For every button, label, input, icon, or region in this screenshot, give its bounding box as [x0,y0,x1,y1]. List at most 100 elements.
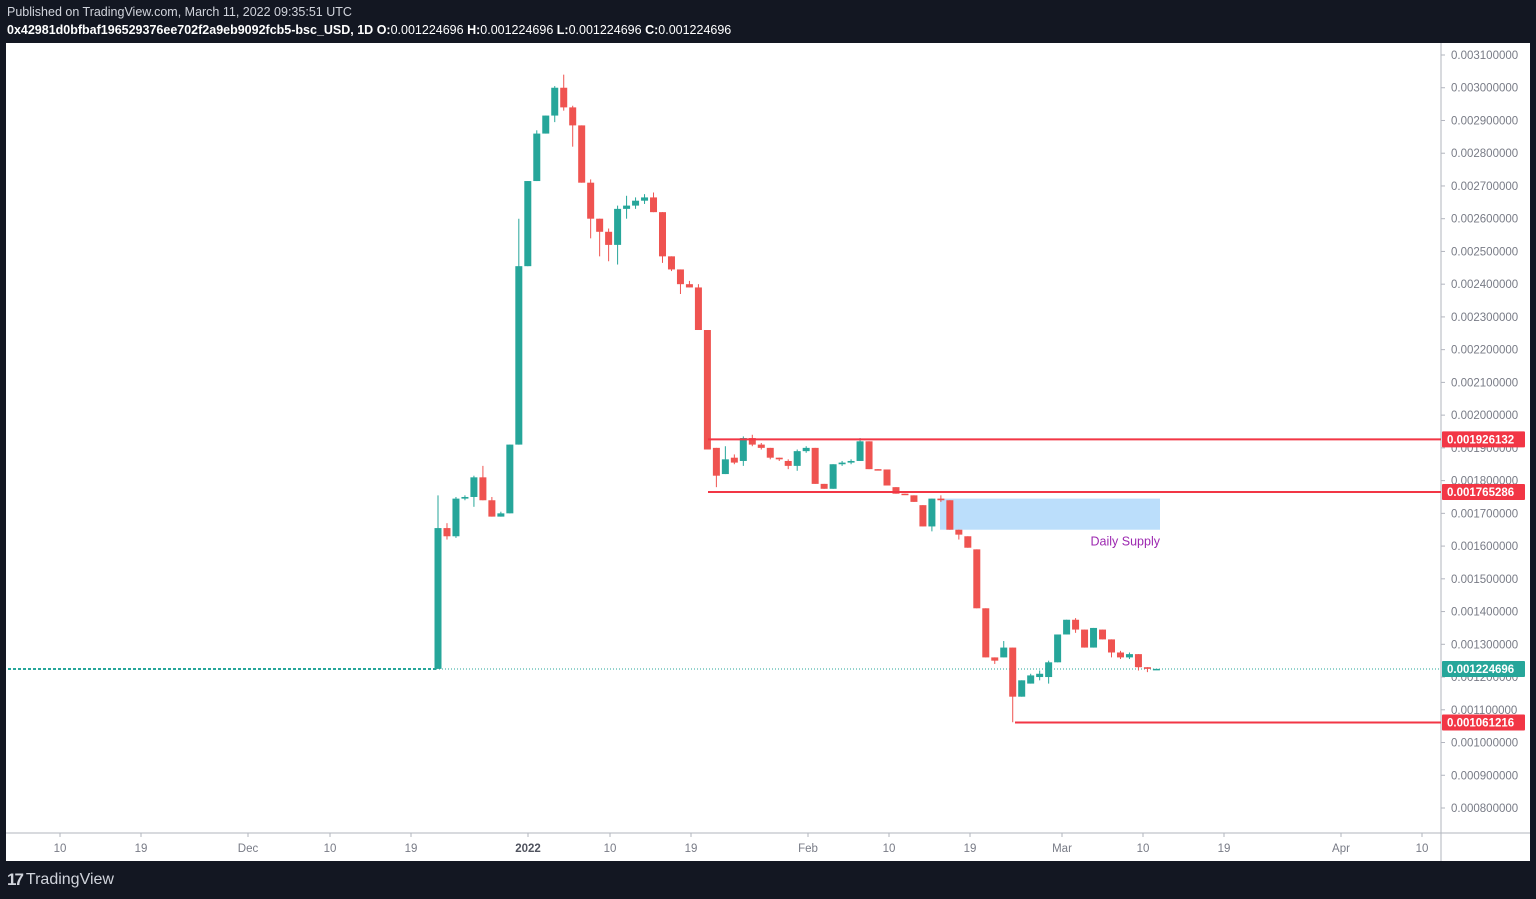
open-value: 0.001224696 [390,23,464,37]
candle-body[interactable] [955,529,963,535]
tradingview-branding[interactable]: 17 TradingView [7,870,114,890]
candle-body[interactable] [551,87,559,116]
candle-body[interactable] [578,125,586,183]
candle-body[interactable] [1116,652,1124,658]
candle-body[interactable] [982,608,990,658]
candle-body[interactable] [452,498,460,537]
price-tick-label: 0.002900000 [1451,115,1518,127]
close-label: C: [645,23,659,37]
candle-body[interactable] [802,447,810,452]
candle-body[interactable] [694,287,702,331]
time-tick-label: Apr [1332,843,1350,855]
candle-body[interactable] [712,447,720,476]
time-tick-label: 10 [1416,843,1429,855]
candle-body[interactable] [820,483,828,489]
price-tick-label: 0.000800000 [1451,803,1518,815]
candle-body[interactable] [641,197,649,201]
candle-body[interactable] [739,438,747,461]
time-tick-label: Mar [1052,843,1072,855]
candlestick-chart[interactable]: 0.003100000 0.003000000 0.002900000 0.00280… [6,43,1530,861]
candle-body[interactable] [991,657,999,661]
candle-body[interactable] [865,441,873,470]
candle-body[interactable] [1143,667,1151,669]
candle-body[interactable] [569,107,577,126]
candle-body[interactable] [1063,619,1071,635]
time-tick-label: 10 [604,843,617,855]
candle-body[interactable] [901,493,909,496]
candle-body[interactable] [614,208,622,245]
candle-body[interactable] [730,457,738,463]
candle-body[interactable] [1090,627,1098,648]
candle-body[interactable] [434,528,442,669]
candle-body[interactable] [560,87,568,108]
candle-body[interactable] [946,500,954,530]
candle-body[interactable] [605,231,613,245]
candle-body[interactable] [659,212,666,257]
candle-body[interactable] [703,330,711,450]
candle-body[interactable] [721,459,729,475]
candle-body[interactable] [1125,654,1133,658]
candle-body[interactable] [1108,639,1115,653]
symbol-name[interactable]: 0x42981d0bfbaf196529376ee702f2a9eb9092fc… [7,23,374,37]
candle-body[interactable] [488,500,496,517]
candle-body[interactable] [757,444,765,448]
candle-body[interactable] [748,438,756,445]
price-tick-label: 0.002300000 [1451,312,1518,324]
candle-body[interactable] [928,498,936,527]
candle-body[interactable] [470,477,478,497]
price-tick-label: 0.001300000 [1451,639,1518,651]
candle-body[interactable] [515,266,523,445]
candle-body[interactable] [506,444,514,514]
candle-body[interactable] [443,528,451,537]
candle-body[interactable] [497,513,505,517]
candle-body[interactable] [838,462,846,465]
candle-body[interactable] [1027,675,1035,684]
candle-body[interactable] [937,498,945,501]
candle-body[interactable] [829,464,837,489]
candle-body[interactable] [650,197,658,213]
candle-body[interactable] [1045,662,1053,678]
candle-body[interactable] [1018,680,1026,697]
candle-body[interactable] [964,536,972,548]
daily-supply-label: Daily Supply [1091,535,1161,549]
candle-body[interactable] [587,182,595,219]
candle-body[interactable] [676,269,684,285]
candle-body[interactable] [623,205,631,209]
candle-body[interactable] [1081,629,1089,648]
candle-body[interactable] [910,495,918,502]
high-label: H: [467,23,481,37]
candle-body[interactable] [667,256,675,270]
candle-body[interactable] [766,447,774,458]
daily-supply-zone[interactable] [940,498,1160,530]
candle-body[interactable] [479,477,487,501]
candle-body[interactable] [1152,668,1160,671]
candle-body[interactable] [685,284,693,288]
candle-body[interactable] [1099,629,1107,640]
candle-body[interactable] [542,115,550,134]
candle-body[interactable] [883,469,891,486]
candle-body[interactable] [892,487,900,494]
candle-body[interactable] [793,451,801,466]
candle-body[interactable] [533,133,541,182]
candle-body[interactable] [811,447,819,484]
candle-body[interactable] [1036,673,1044,678]
candle-body[interactable] [847,460,855,463]
candle-body[interactable] [524,181,532,267]
candle-body[interactable] [1054,634,1062,663]
candle-body[interactable] [775,457,783,460]
candle-body[interactable] [596,218,604,232]
candle-body[interactable] [1072,619,1080,630]
candle-body[interactable] [874,469,882,471]
candle-body[interactable] [1009,647,1017,697]
price-tick-label: 0.002000000 [1451,410,1518,422]
candle-body[interactable] [784,460,792,466]
candle-body[interactable] [856,441,864,461]
chart-panel[interactable]: 0.003100000 0.003000000 0.002900000 0.00280… [6,43,1530,861]
candle-body[interactable] [1000,647,1008,658]
candle-body[interactable] [973,549,981,609]
candle-body[interactable] [919,505,927,527]
candle-body[interactable] [461,496,469,499]
candle-body[interactable] [632,200,640,206]
candle-body[interactable] [1134,654,1142,668]
price-tick-label: 0.002800000 [1451,148,1518,160]
